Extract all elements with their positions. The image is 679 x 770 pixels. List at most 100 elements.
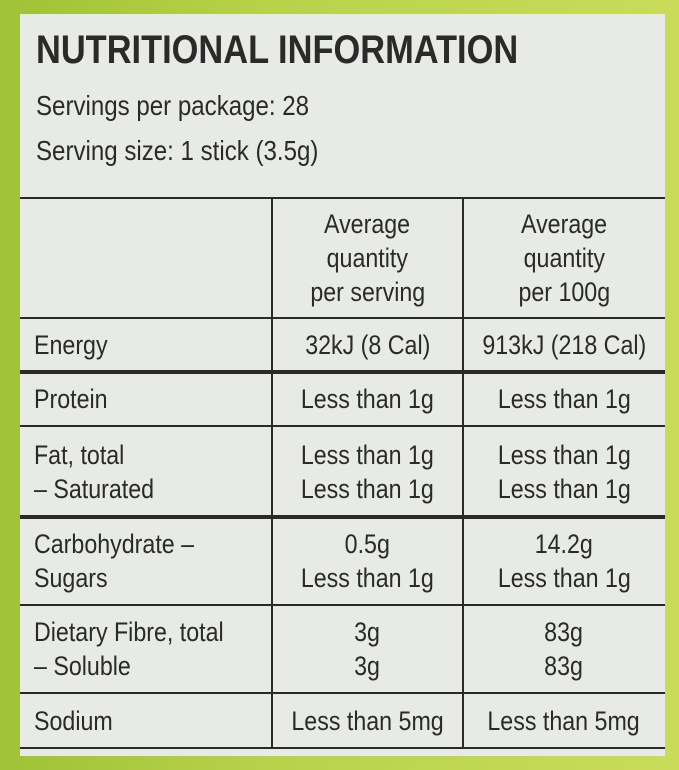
- cell-text: Less than 1g: [463, 438, 665, 472]
- table-cell: Average quantity per serving: [272, 198, 463, 318]
- cell-text: Dietary Fibre, total: [34, 615, 272, 649]
- table-cell: 3g 3g: [272, 605, 463, 693]
- table-cell: 913kJ (218 Cal): [463, 318, 665, 372]
- cell-text: Energy: [34, 328, 272, 362]
- cell-text-span: Average: [520, 209, 608, 239]
- rule: [20, 197, 665, 199]
- cell-text: 32kJ (8 Cal): [272, 328, 463, 362]
- rule: [462, 198, 464, 748]
- cell-text-span: 32kJ (8 Cal): [304, 330, 431, 360]
- cell-text: per 100g: [463, 275, 665, 309]
- cell-text: 14.2g: [463, 527, 665, 561]
- table-cell: Less than 1g: [463, 372, 665, 426]
- cell-text-span: – Soluble: [34, 651, 131, 681]
- servings-line: Serving size: 1 stick (3.5g): [36, 135, 319, 166]
- cell-text: Less than 1g: [463, 382, 665, 416]
- cell-text-span: 83g: [544, 617, 584, 647]
- cell-text: 913kJ (218 Cal): [463, 328, 665, 362]
- cell-text: quantity: [463, 241, 665, 275]
- cell-text: Fat, total: [34, 438, 272, 472]
- cell-text-span: Carbohydrate –: [34, 529, 195, 559]
- table-cell: 14.2g Less than 1g: [463, 517, 665, 605]
- table-cell: Sodium: [34, 693, 272, 748]
- cell-text-span: Less than 1g: [497, 439, 631, 470]
- cell-text: Sodium: [34, 704, 272, 738]
- cell-text: – Soluble: [34, 649, 272, 683]
- cell-text-span: Energy: [34, 330, 108, 360]
- table-cell: 32kJ (8 Cal): [272, 318, 463, 372]
- cell-text-span: per 100g: [518, 277, 610, 307]
- rule: [20, 747, 665, 749]
- cell-text: 0.5g: [272, 527, 463, 561]
- table-cell: Energy: [34, 318, 272, 372]
- table-cell: Less than 1g: [272, 372, 463, 426]
- cell-text-span: Average: [324, 209, 411, 239]
- cell-text: Less than 1g: [272, 472, 463, 506]
- cell-text-span: Less than 1g: [301, 439, 434, 470]
- table-cell: Carbohydrate – Sugars: [34, 517, 272, 605]
- cell-text-span: – Saturated: [34, 473, 155, 504]
- cell-text: – Saturated: [34, 472, 272, 506]
- rule: [20, 604, 665, 606]
- table-cell: Dietary Fibre, total – Soluble: [34, 605, 272, 693]
- rule: [20, 317, 665, 319]
- cell-text-span: Sugars: [34, 563, 108, 593]
- table-cell: Less than 1g Less than 1g: [463, 426, 665, 517]
- cell-text-span: 14.2g: [534, 529, 594, 559]
- label-panel: NUTRITIONAL INFORMATION Servings per pac…: [20, 14, 665, 756]
- servings-line: Servings per package: 28: [36, 90, 310, 121]
- cell-text-span: per serving: [310, 277, 425, 307]
- cell-text-span: quantity: [326, 243, 409, 273]
- cell-text: 83g: [463, 615, 665, 649]
- cell-text-span: Less than 1g: [497, 384, 631, 414]
- cell-text: Average: [272, 207, 463, 241]
- cell-text-span: 913kJ (218 Cal): [482, 330, 646, 360]
- cell-text-span: Protein: [34, 384, 108, 414]
- cell-text: 3g: [272, 649, 463, 683]
- table-cell: Average quantity per 100g: [463, 198, 665, 318]
- cell-text-span: Dietary Fibre, total: [34, 617, 224, 647]
- cell-text-span: 83g: [544, 651, 584, 681]
- table-cell: Less than 5mg: [272, 693, 463, 748]
- cell-text-span: Less than 1g: [497, 563, 631, 593]
- cell-text-span: quantity: [523, 243, 605, 273]
- cell-text-span: 0.5g: [344, 529, 391, 559]
- rule: [271, 198, 273, 748]
- cell-text-span: Sodium: [34, 705, 113, 736]
- table-cell: Less than 1g Less than 1g: [272, 426, 463, 517]
- cell-text: Less than 5mg: [463, 704, 665, 738]
- cell-text: Less than 1g: [272, 438, 463, 472]
- cell-text: Average: [463, 207, 665, 241]
- table-cell: Less than 5mg: [463, 693, 665, 748]
- cell-text: Carbohydrate –: [34, 527, 272, 561]
- cell-text: Protein: [34, 382, 272, 416]
- rule: [20, 370, 665, 374]
- cell-text-span: Fat, total: [34, 439, 125, 470]
- cell-text: quantity: [272, 241, 463, 275]
- cell-text: 83g: [463, 649, 665, 683]
- cell-text-span: Less than 1g: [301, 384, 434, 414]
- cell-text: Less than 1g: [463, 561, 665, 595]
- table-cell: Protein: [34, 372, 272, 426]
- cell-text: 3g: [272, 615, 463, 649]
- cell-text-span: Less than 1g: [301, 473, 434, 504]
- table-cell: 83g 83g: [463, 605, 665, 693]
- rule: [20, 425, 665, 427]
- table-cell: Fat, total – Saturated: [34, 426, 272, 517]
- cell-text: Less than 5mg: [272, 704, 463, 738]
- rule: [20, 515, 665, 519]
- cell-text-span: Less than 5mg: [291, 705, 444, 736]
- table-cell: 0.5g Less than 1g: [272, 517, 463, 605]
- cell-text: Less than 1g: [463, 472, 665, 506]
- cell-text: Sugars: [34, 561, 272, 595]
- cell-text: Less than 1g: [272, 382, 463, 416]
- title: NUTRITIONAL INFORMATION: [36, 28, 519, 72]
- cell-text-span: Less than 1g: [301, 563, 434, 593]
- cell-text-span: Less than 5mg: [487, 705, 641, 736]
- cell-text-span: 3g: [354, 651, 381, 681]
- cell-text-span: 3g: [354, 617, 381, 647]
- cell-text: Less than 1g: [272, 561, 463, 595]
- cell-text: per serving: [272, 275, 463, 309]
- cell-text-span: Less than 1g: [497, 473, 631, 504]
